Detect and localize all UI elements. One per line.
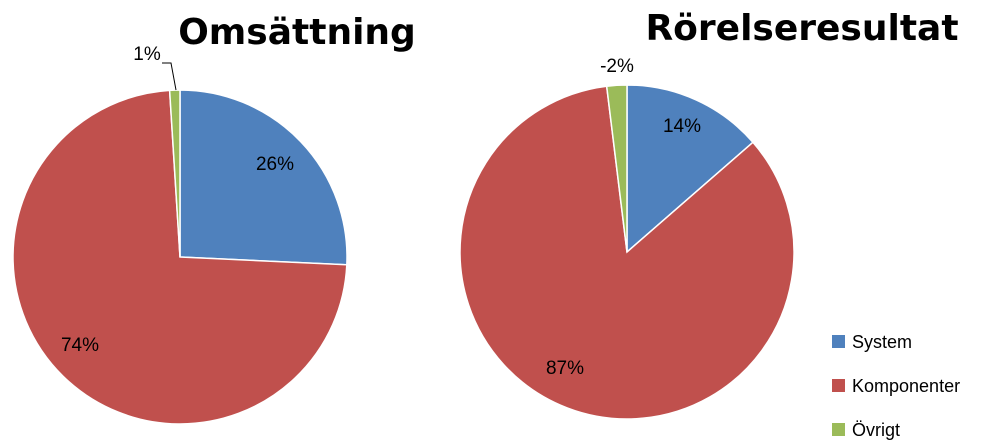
legend-label: System <box>852 332 912 352</box>
pie-slice-system <box>626 84 754 254</box>
chart-title: Rörelseresultat <box>645 8 958 49</box>
data-label: 26% <box>256 154 294 175</box>
pie-slice--vrigt <box>168 89 181 258</box>
data-label: 87% <box>546 358 584 379</box>
pie-slice--vrigt <box>605 84 628 253</box>
legend-label: Komponenter <box>852 376 960 396</box>
pie-slice-komponenter <box>459 85 795 420</box>
chart-title: Omsättning <box>178 12 416 53</box>
leader-line <box>162 62 177 91</box>
legend-swatch <box>832 379 845 392</box>
legend-swatch <box>832 335 845 348</box>
data-label: 74% <box>61 335 99 356</box>
pie-slice-komponenter <box>12 89 348 425</box>
pie-chart-omsattning: Omsättning 26% 74% 1% <box>12 12 416 425</box>
pie-slice-system <box>179 89 348 266</box>
legend-label: Övrigt <box>852 420 900 440</box>
data-label: 1% <box>133 44 161 65</box>
legend-swatch <box>832 423 845 436</box>
pie-chart-rorelseresultat: Rörelseresultat 14% 87% -2% <box>459 8 959 420</box>
legend: System Komponenter Övrigt <box>832 332 960 440</box>
data-label: 14% <box>663 116 701 137</box>
data-label: -2% <box>600 56 634 77</box>
